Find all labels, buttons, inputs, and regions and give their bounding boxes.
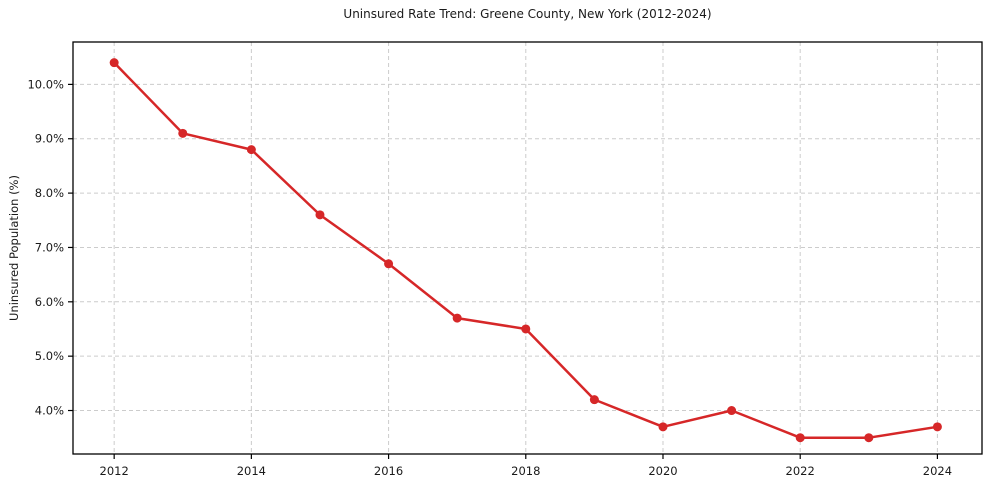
data-point [109,58,119,68]
x-tick-label: 2012 [100,464,129,478]
y-tick-label: 5.0% [35,349,64,363]
data-point [658,422,668,432]
y-tick-label: 6.0% [35,295,64,309]
data-point [452,313,462,323]
data-point [178,128,188,138]
x-tick-label: 2020 [648,464,677,478]
chart-title: Uninsured Rate Trend: Greene County, New… [343,7,712,21]
y-tick-label: 7.0% [35,240,64,254]
y-tick-label: 10.0% [27,77,64,91]
y-tick-label: 4.0% [35,404,64,418]
axes-frame [72,41,983,455]
y-tick-label: 9.0% [35,132,64,146]
x-tick-label: 2016 [374,464,403,478]
data-point [864,433,874,443]
data-point [795,433,805,443]
data-point [384,259,394,269]
data-point [932,422,942,432]
data-point [589,395,599,405]
data-point [246,145,256,155]
data-point [315,210,325,220]
x-tick-label: 2014 [237,464,266,478]
x-tick-label: 2018 [511,464,540,478]
y-tick-label: 8.0% [35,186,64,200]
data-point [727,406,737,416]
x-tick-label: 2024 [923,464,952,478]
data-point [521,324,531,334]
x-tick-label: 2022 [786,464,815,478]
